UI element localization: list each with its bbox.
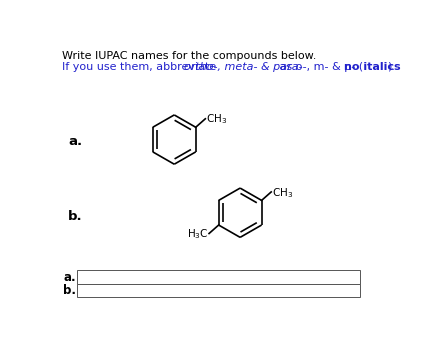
Text: CH$_3$: CH$_3$ <box>206 113 227 126</box>
Text: If you use them, abbreviate: If you use them, abbreviate <box>62 62 220 72</box>
Text: CH$_3$: CH$_3$ <box>272 186 293 200</box>
Bar <box>78 270 360 283</box>
Text: a.: a. <box>63 270 76 283</box>
Text: Write IUPAC names for the compounds below.: Write IUPAC names for the compounds belo… <box>62 51 316 61</box>
Text: b.: b. <box>63 284 76 297</box>
Text: H$_3$C: H$_3$C <box>187 227 208 241</box>
Text: no italics: no italics <box>344 62 400 72</box>
Text: ).: ). <box>388 62 395 72</box>
Bar <box>78 284 360 297</box>
Text: a.: a. <box>68 135 82 148</box>
Text: ortho-, meta- & para-: ortho-, meta- & para- <box>184 62 303 72</box>
Text: b.: b. <box>68 210 83 223</box>
Text: as o-, m- & p- (: as o-, m- & p- ( <box>276 62 363 72</box>
